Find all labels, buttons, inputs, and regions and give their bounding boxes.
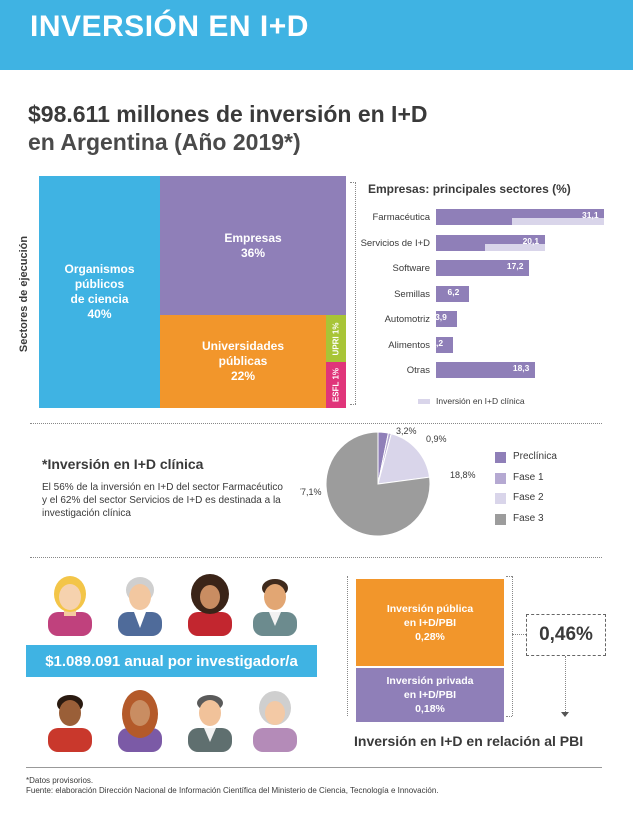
header-title: INVERSIÓN EN I+D bbox=[30, 10, 309, 43]
clinical-legend-label: Inversión en I+D clínica bbox=[436, 396, 525, 406]
footer-note: *Datos provisorios. bbox=[26, 776, 94, 785]
footer-source: Fuente: elaboración Dirección Nacional d… bbox=[26, 786, 439, 795]
people-icons-top bbox=[48, 574, 297, 636]
pbi-bracket-left bbox=[347, 576, 348, 716]
legend-label: Fase 2 bbox=[513, 492, 544, 503]
person-icon-4 bbox=[253, 579, 297, 636]
pbi-bracket-right-bottom bbox=[506, 716, 512, 717]
separator-2 bbox=[30, 557, 602, 558]
person-icon-2 bbox=[118, 577, 162, 636]
sector-bracket-top bbox=[350, 182, 356, 183]
main-title: $98.611 millones de inversión en I+D en … bbox=[28, 100, 488, 156]
sectors-title: Empresas: principales sectores (%) bbox=[368, 182, 571, 196]
pie-label: 77,1% bbox=[300, 487, 322, 497]
people-icons-bottom bbox=[48, 690, 297, 752]
person-icon-5 bbox=[48, 695, 92, 752]
pbi-caption: Inversión en I+D en relación al PBI bbox=[354, 733, 584, 749]
sector-bar bbox=[436, 311, 458, 327]
sector-label: Farmacéutica bbox=[372, 212, 430, 223]
treemap-universidades: Universidades públicas 22% bbox=[160, 315, 326, 408]
legend-label: Preclínica bbox=[513, 451, 557, 462]
clinical-legend-swatch bbox=[418, 399, 430, 404]
pbi-private: Inversión privada en I+D/PBI 0,18% bbox=[356, 668, 504, 722]
footer: *Datos provisorios. Fuente: elaboración … bbox=[26, 776, 439, 796]
salary-banner: $1.089.091 anual por investigador/a bbox=[26, 645, 317, 677]
sector-label: Otras bbox=[406, 365, 430, 376]
header-banner bbox=[0, 0, 633, 70]
legend-label: Fase 3 bbox=[513, 512, 544, 524]
sector-value: 31,1 bbox=[582, 210, 599, 220]
sector-clinical-bar bbox=[511, 218, 604, 225]
sector-bar bbox=[436, 285, 470, 302]
sector-value: 20,1 bbox=[522, 235, 540, 246]
sector-label: Alimentos bbox=[388, 339, 430, 351]
treemap-axis-label: Sectores de ejecución bbox=[14, 180, 34, 408]
sector-label: Software bbox=[392, 263, 431, 274]
pie-label: 0,9% bbox=[426, 434, 447, 444]
legend-swatch bbox=[495, 513, 506, 525]
sector-value: 17,2 bbox=[506, 261, 524, 271]
pie-label: 3,2% bbox=[396, 426, 417, 436]
sector-bar bbox=[436, 260, 529, 276]
separator-1 bbox=[30, 423, 602, 424]
pbi-bracket-right bbox=[512, 576, 513, 716]
sector-bracket bbox=[355, 182, 356, 404]
sector-value: 3,9 bbox=[435, 312, 447, 322]
pbi-connector bbox=[512, 634, 526, 635]
sector-bar bbox=[436, 336, 454, 353]
person-icon-8 bbox=[253, 691, 297, 752]
legend-label: Fase 1 bbox=[513, 471, 544, 483]
main-title-line1: $98.611 millones de inversión en I+D bbox=[28, 101, 428, 127]
pbi-arrow-icon bbox=[561, 712, 569, 717]
legend-swatch bbox=[495, 472, 506, 484]
treemap-organismos: Organismos públicos de ciencia 40% bbox=[39, 176, 160, 408]
clinical-pie-chart: 3,2% 0,9% 18,8% 77,1% bbox=[300, 426, 476, 537]
pbi-connector-vertical bbox=[565, 656, 566, 714]
person-icon-1 bbox=[48, 576, 92, 636]
clinical-title: *Inversión en I+D clínica bbox=[42, 456, 204, 472]
treemap-axis-label-text: Sectores de ejecución bbox=[18, 235, 30, 353]
sector-bar bbox=[436, 362, 535, 378]
sector-value: 6,2 bbox=[447, 286, 460, 297]
treemap-esfl: ESFL 1% bbox=[326, 362, 346, 408]
person-icon-3 bbox=[188, 574, 232, 636]
clinical-description: El 56% de la inversión en I+D del sector… bbox=[42, 482, 283, 519]
main-title-line2: en Argentina (Año 2019*) bbox=[28, 129, 301, 155]
treemap-upri: UPRI 1% bbox=[326, 315, 346, 362]
sector-label: Semillas bbox=[394, 288, 430, 300]
sector-value: 3,2 bbox=[431, 337, 444, 348]
legend-swatch bbox=[495, 452, 506, 463]
sector-clinical-bar bbox=[484, 243, 545, 251]
footer-rule bbox=[26, 767, 602, 768]
person-icon-6 bbox=[118, 690, 162, 752]
sector-bracket-bottom bbox=[350, 404, 356, 405]
pbi-bracket-right-top bbox=[506, 576, 512, 577]
pbi-total: 0,46% bbox=[526, 614, 606, 656]
pie-label: 18,8% bbox=[450, 470, 476, 480]
pie-slice-fase-2 bbox=[377, 433, 431, 485]
sector-label: Servicios de I+D bbox=[360, 237, 430, 249]
sector-value: 18,3 bbox=[512, 363, 530, 373]
pie-slice-fase-3 bbox=[325, 431, 431, 537]
person-icon-7 bbox=[188, 695, 232, 752]
treemap-empresas: Empresas 36% bbox=[160, 176, 346, 315]
legend-swatch bbox=[495, 493, 506, 504]
sector-label: Automotriz bbox=[384, 314, 430, 325]
pbi-public: Inversión pública en I+D/PBI 0,28% bbox=[356, 579, 504, 666]
